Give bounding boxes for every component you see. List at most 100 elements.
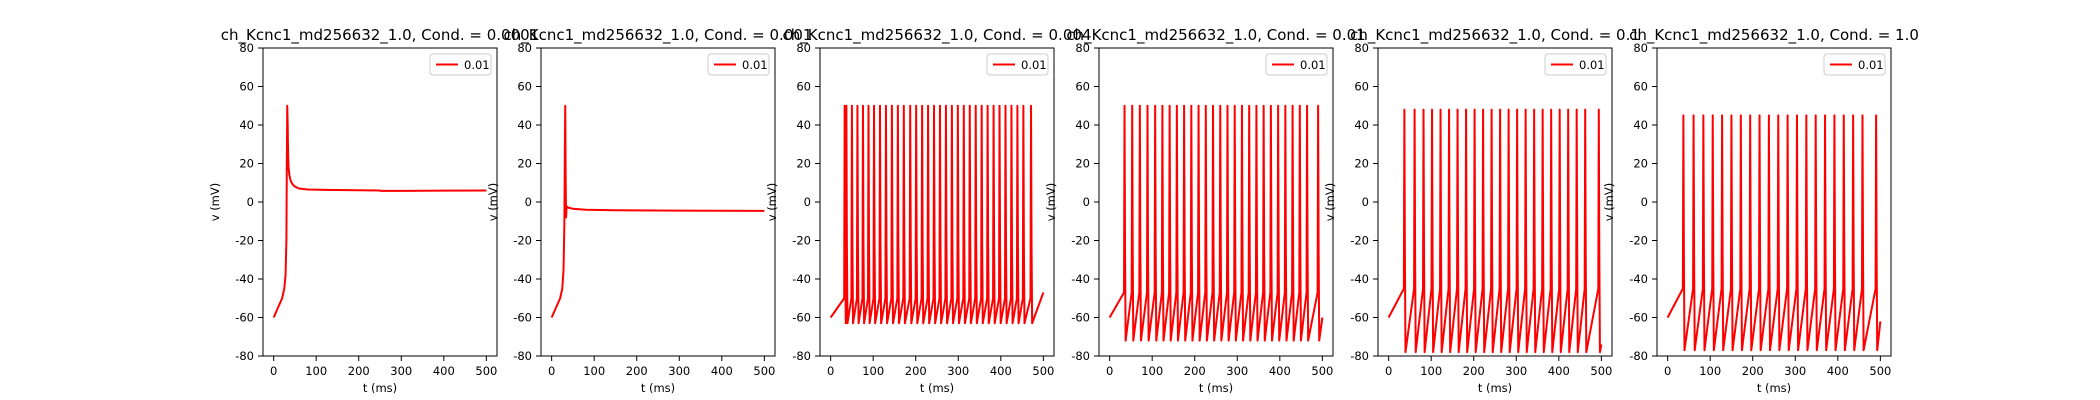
y-tick-label: -80 bbox=[1350, 349, 1369, 363]
x-tick-label: 300 bbox=[668, 364, 690, 378]
legend: 0.01 bbox=[707, 53, 770, 76]
y-tick-label: -20 bbox=[1350, 234, 1369, 248]
y-tick-label: -40 bbox=[513, 272, 532, 286]
y-tick-label: 20 bbox=[1633, 157, 1648, 171]
legend: 0.01 bbox=[986, 53, 1049, 76]
series-line-0.01 bbox=[550, 104, 765, 318]
y-axis-label: v (mV) bbox=[486, 183, 500, 222]
legend-label: 0.01 bbox=[1021, 58, 1047, 72]
legend-box bbox=[1265, 53, 1328, 76]
y-tick-label: 80 bbox=[1633, 41, 1648, 55]
x-tick-label: 300 bbox=[1784, 364, 1806, 378]
x-tick-label: 400 bbox=[711, 364, 733, 378]
x-tick-label: 200 bbox=[348, 364, 370, 378]
chart-title: ch_Kcnc1_md256632_1.0, Cond. = 0.004 bbox=[783, 26, 1092, 45]
y-tick-label: 80 bbox=[796, 41, 811, 55]
y-axis-label: v (mV) bbox=[208, 183, 222, 222]
x-tick-label: 400 bbox=[990, 364, 1012, 378]
y-tick-label: 20 bbox=[1354, 157, 1369, 171]
y-tick-label: 20 bbox=[239, 157, 254, 171]
y-tick-label: 40 bbox=[1075, 118, 1090, 132]
y-tick-label: 80 bbox=[1075, 41, 1090, 55]
series-line-0.01 bbox=[272, 104, 487, 318]
x-tick-label: 200 bbox=[626, 364, 648, 378]
chart-panel-4: ch_Kcnc1_md256632_1.0, Cond. = 0.01 -80 -6… bbox=[1044, 26, 1366, 395]
x-tick-label: 400 bbox=[433, 364, 455, 378]
y-tick-label: -80 bbox=[1071, 349, 1090, 363]
legend-box bbox=[986, 53, 1049, 76]
axes-frame bbox=[540, 47, 776, 357]
y-tick-label: 20 bbox=[796, 157, 811, 171]
y-tick-label: -40 bbox=[1629, 272, 1648, 286]
x-axis-label: t (ms) bbox=[1478, 381, 1512, 395]
x-axis-label: t (ms) bbox=[1199, 381, 1233, 395]
x-axis-label: t (ms) bbox=[363, 381, 397, 395]
x-tick-label: 0 bbox=[827, 364, 834, 378]
axes-frame bbox=[262, 47, 498, 357]
legend-label: 0.01 bbox=[742, 58, 768, 72]
x-tick-label: 100 bbox=[1141, 364, 1163, 378]
y-tick-label: 40 bbox=[239, 118, 254, 132]
chart-panel-2: ch_Kcnc1_md256632_1.0, Cond. = 0.001 -80 -… bbox=[486, 26, 812, 395]
legend-box bbox=[429, 53, 492, 76]
x-tick-label: 500 bbox=[1869, 364, 1891, 378]
y-tick-label: 40 bbox=[1633, 118, 1648, 132]
y-tick-label: 20 bbox=[1075, 157, 1090, 171]
y-tick-label: -20 bbox=[1071, 234, 1090, 248]
legend-label: 0.01 bbox=[464, 58, 490, 72]
x-tick-label: 500 bbox=[1032, 364, 1054, 378]
x-axis-label: t (ms) bbox=[1757, 381, 1791, 395]
x-tick-label: 500 bbox=[475, 364, 497, 378]
legend-box bbox=[1544, 53, 1607, 76]
legend-label: 0.01 bbox=[1300, 58, 1326, 72]
y-tick-label: -60 bbox=[1071, 311, 1090, 325]
chart-panel-1: ch_Kcnc1_md256632_1.0, Cond. = 0.0001 -80… bbox=[208, 26, 539, 395]
y-tick-label: -80 bbox=[1629, 349, 1648, 363]
y-tick-label: -20 bbox=[513, 234, 532, 248]
series-line-0.01 bbox=[1108, 104, 1324, 342]
x-tick-label: 200 bbox=[905, 364, 927, 378]
y-tick-label: 80 bbox=[1354, 41, 1369, 55]
y-tick-label: 40 bbox=[1354, 118, 1369, 132]
series-line-0.01 bbox=[1387, 108, 1603, 354]
y-tick-label: -40 bbox=[1350, 272, 1369, 286]
x-tick-label: 0 bbox=[1385, 364, 1392, 378]
y-tick-label: 60 bbox=[1354, 80, 1369, 94]
x-tick-label: 0 bbox=[548, 364, 555, 378]
x-tick-label: 300 bbox=[390, 364, 412, 378]
y-tick-label: 0 bbox=[247, 195, 254, 209]
x-axis-label: t (ms) bbox=[920, 381, 954, 395]
legend: 0.01 bbox=[429, 53, 492, 76]
chart-panel-5: ch_Kcnc1_md256632_1.0, Cond. = 0.1 -80 -60… bbox=[1323, 26, 1640, 395]
x-tick-label: 100 bbox=[1420, 364, 1442, 378]
y-axis-label: v (mV) bbox=[1044, 183, 1058, 222]
y-tick-label: 60 bbox=[1633, 80, 1648, 94]
x-tick-label: 100 bbox=[862, 364, 884, 378]
y-tick-label: -60 bbox=[792, 311, 811, 325]
y-tick-label: 60 bbox=[1075, 80, 1090, 94]
y-tick-label: 0 bbox=[1362, 195, 1369, 209]
axes-frame bbox=[1656, 47, 1892, 357]
x-tick-label: 0 bbox=[1106, 364, 1113, 378]
y-tick-label: -40 bbox=[235, 272, 254, 286]
legend-box bbox=[707, 53, 770, 76]
legend-label: 0.01 bbox=[1579, 58, 1605, 72]
y-tick-label: 60 bbox=[239, 80, 254, 94]
y-tick-label: -20 bbox=[1629, 234, 1648, 248]
y-tick-label: 40 bbox=[796, 118, 811, 132]
y-axis-label: v (mV) bbox=[765, 183, 779, 222]
x-tick-label: 500 bbox=[1590, 364, 1612, 378]
y-tick-label: 60 bbox=[796, 80, 811, 94]
x-tick-label: 200 bbox=[1463, 364, 1485, 378]
y-tick-label: -20 bbox=[792, 234, 811, 248]
chart-title: ch_Kcnc1_md256632_1.0, Cond. = 0.1 bbox=[1350, 26, 1640, 45]
x-tick-label: 0 bbox=[1664, 364, 1671, 378]
y-tick-label: -60 bbox=[1629, 311, 1648, 325]
x-tick-label: 100 bbox=[305, 364, 327, 378]
y-tick-label: 40 bbox=[517, 118, 532, 132]
legend-label: 0.01 bbox=[1858, 58, 1884, 72]
chart-panel-3: ch_Kcnc1_md256632_1.0, Cond. = 0.004 -80 -… bbox=[765, 26, 1091, 395]
legend: 0.01 bbox=[1823, 53, 1886, 76]
x-tick-label: 100 bbox=[583, 364, 605, 378]
